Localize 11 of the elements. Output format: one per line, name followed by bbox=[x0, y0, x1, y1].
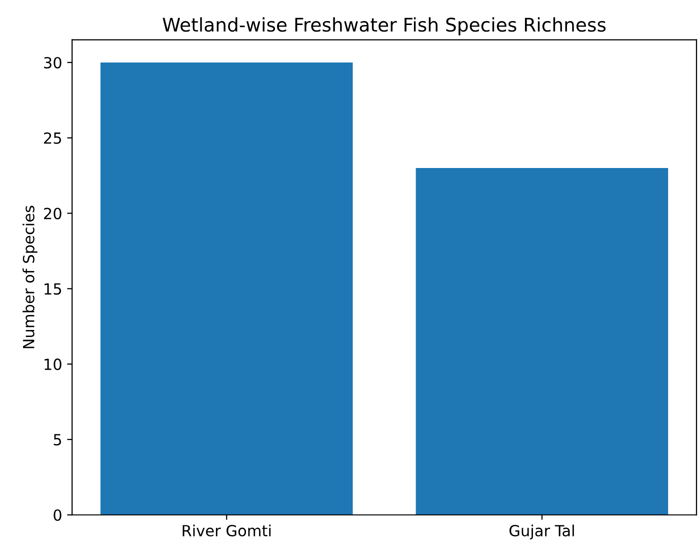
y-axis-title: Number of Species bbox=[22, 206, 38, 348]
y-tick-label: 15 bbox=[44, 283, 62, 295]
y-tick-label: 30 bbox=[44, 56, 62, 68]
y-tick-label: 10 bbox=[44, 358, 62, 370]
x-tick-label: Gujar Tal bbox=[509, 524, 574, 540]
chart-title: Wetland-wise Freshwater Fish Species Richness bbox=[162, 17, 606, 36]
y-tick-label: 25 bbox=[44, 132, 62, 144]
x-tick-label: River Gomti bbox=[182, 524, 271, 536]
y-tick-label: 20 bbox=[44, 208, 62, 220]
y-tick-label: 0 bbox=[54, 509, 62, 521]
y-tick-label: 5 bbox=[54, 434, 62, 446]
